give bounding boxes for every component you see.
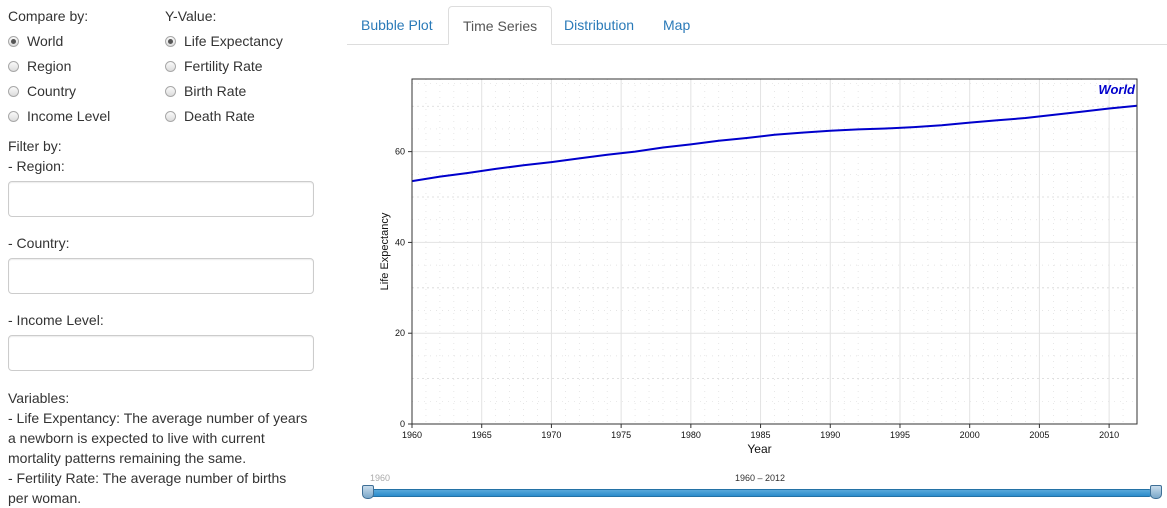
radio-label: Birth Rate [184, 83, 247, 99]
plot-background [412, 79, 1137, 424]
slider-track[interactable] [368, 489, 1152, 497]
tab-bar: Bubble Plot Time Series Distribution Map [347, 6, 1167, 45]
radio-label: Country [27, 83, 77, 99]
radio-label: Death Rate [184, 108, 255, 124]
radio-label: Fertility Rate [184, 58, 263, 74]
variables-line: a newborn is expected to live with curre… [8, 430, 265, 446]
yvalue-option-birth-rate[interactable]: Birth Rate [165, 83, 246, 99]
slider-min-label: 1960 [370, 473, 391, 483]
y-tick-label: 40 [395, 237, 405, 247]
compare-option-income-level[interactable]: Income Level [8, 108, 110, 124]
y-value-label: Y-Value: [165, 8, 217, 24]
plot-frame [411, 78, 1138, 425]
country-filter-input[interactable] [8, 258, 314, 294]
radio-icon[interactable] [8, 110, 19, 122]
slider-handle-high[interactable] [1150, 485, 1162, 499]
year-range-slider[interactable]: 1960 1960 – 2012 [360, 470, 1162, 507]
x-tick-label: 1995 [890, 430, 910, 440]
x-tick-label: 2000 [960, 430, 980, 440]
x-tick-label: 1960 [402, 430, 422, 440]
variables-line: mortality patterns remaining the same. [8, 450, 247, 466]
country-filter-label: - Country: [8, 235, 70, 251]
variables-description: Variables: - Life Expentancy: The averag… [8, 388, 320, 508]
x-tick-label: 2005 [1029, 430, 1049, 440]
x-tick-label: 1975 [611, 430, 631, 440]
y-tick-label: 60 [395, 147, 405, 157]
series-line [411, 104, 1138, 183]
sidebar: Compare by: Y-Value: World Region Countr… [0, 0, 330, 507]
y-axis-label: Life Expectancy [379, 212, 391, 290]
radio-label: Region [27, 58, 72, 74]
compare-option-country[interactable]: Country [8, 83, 76, 99]
radio-icon[interactable] [165, 110, 176, 122]
region-filter-input[interactable] [8, 181, 314, 217]
income-level-filter-input[interactable] [8, 335, 314, 371]
x-tick-label: 1985 [751, 430, 771, 440]
radio-icon[interactable] [8, 35, 19, 47]
slider-handle-low[interactable] [362, 485, 374, 499]
variables-line: - Life Expentancy: The average number of… [8, 410, 308, 426]
x-tick-label: 2010 [1099, 430, 1119, 440]
tab-map[interactable]: Map [663, 17, 691, 33]
x-tick-label: 1990 [820, 430, 840, 440]
filter-by-label: Filter by: [8, 138, 62, 154]
radio-label: World [27, 33, 64, 49]
x-axis-label: Year [747, 442, 771, 456]
y-tick-label: 20 [395, 328, 405, 338]
compare-option-region[interactable]: Region [8, 58, 71, 74]
radio-icon[interactable] [165, 35, 176, 47]
variables-line: per woman. [8, 490, 82, 506]
radio-icon[interactable] [8, 60, 19, 72]
y-tick-label: 0 [400, 419, 405, 429]
slider-range-label: 1960 – 2012 [734, 473, 786, 483]
time-series-plot: World 1960 1965 1970 1975 1980 1985 1990 1995 200… [347, 60, 1167, 460]
compare-by-label: Compare by: [8, 8, 89, 24]
x-tick-label: 1970 [541, 430, 561, 440]
series-label: World [1098, 82, 1136, 97]
region-filter-label: - Region: [8, 158, 65, 174]
variables-line: - Fertility Rate: The average number of … [8, 470, 287, 486]
radio-icon[interactable] [165, 85, 176, 97]
yvalue-option-death-rate[interactable]: Death Rate [165, 108, 255, 124]
yvalue-option-fertility-rate[interactable]: Fertility Rate [165, 58, 263, 74]
tab-bubble-plot[interactable]: Bubble Plot [361, 17, 433, 33]
radio-label: Life Expectancy [184, 33, 283, 49]
income-filter-label: - Income Level: [8, 312, 104, 328]
yvalue-option-life-expectancy[interactable]: Life Expectancy [165, 33, 283, 49]
x-tick-label: 1965 [472, 430, 492, 440]
radio-label: Income Level [27, 108, 111, 124]
compare-option-world[interactable]: World [8, 33, 63, 49]
tab-distribution[interactable]: Distribution [564, 17, 635, 33]
tab-time-series[interactable]: Time Series [448, 6, 553, 45]
radio-icon[interactable] [8, 85, 19, 97]
variables-label: Variables: [8, 390, 70, 406]
radio-icon[interactable] [165, 60, 176, 72]
x-tick-label: 1980 [681, 430, 701, 440]
